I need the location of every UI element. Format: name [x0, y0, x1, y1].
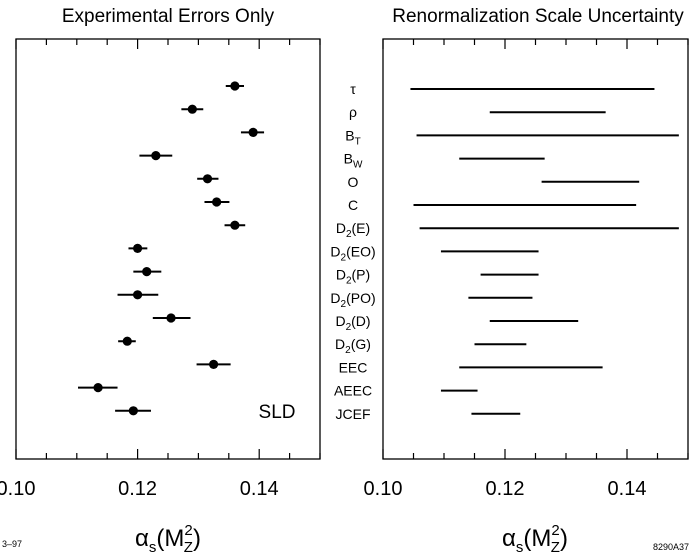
data-point — [133, 243, 143, 253]
right-plot — [410, 88, 679, 415]
right-x-tick-label: 0.14 — [608, 478, 647, 500]
data-point — [202, 174, 213, 184]
left-x-tick-labels: 0.10 0.12 0.14 — [0, 478, 279, 500]
data-point — [166, 313, 176, 323]
data-point — [209, 359, 219, 369]
observable-label: BW — [344, 151, 363, 171]
observable-label: EEC — [339, 359, 368, 375]
observable-label: O — [348, 174, 359, 190]
data-point — [248, 127, 258, 137]
observable-label: AEEC — [334, 383, 372, 399]
data-point — [142, 267, 152, 277]
data-point — [230, 220, 240, 230]
data-point — [230, 81, 240, 91]
observable-label: τ — [350, 81, 356, 97]
sld-label: SLD — [259, 402, 296, 423]
observable-label: D2(EO) — [330, 243, 375, 263]
data-point — [151, 151, 161, 161]
left-x-tick-label: 0.10 — [0, 478, 35, 500]
data-point — [212, 197, 222, 207]
observable-label: D2(E) — [336, 220, 370, 240]
right-x-tick-labels: 0.10 0.12 0.14 — [364, 478, 647, 500]
observable-labels: τρ BT BW OC D2(E) D2(EO) D2(P) D2(PO) D2(D) D2(G)… — [330, 81, 375, 422]
left-chart-title: Experimental Errors Only — [62, 6, 275, 27]
left-corner-label: 3–97 — [2, 539, 22, 549]
left-plot-frame — [15, 38, 321, 460]
data-point — [122, 336, 132, 346]
observable-label: C — [348, 197, 358, 213]
observable-label: JCEF — [336, 406, 371, 422]
left-x-axis-label: αs(M2 Z) — [135, 522, 201, 554]
observable-label: BT — [345, 127, 360, 147]
data-point — [93, 383, 103, 393]
right-x-axis-label: αs(M2 Z) — [502, 522, 568, 554]
observable-label: D2(G) — [335, 336, 371, 356]
observable-label: D2(P) — [336, 267, 370, 287]
data-point — [133, 290, 143, 300]
data-point — [128, 406, 138, 416]
right-x-tick-label: 0.12 — [486, 478, 525, 500]
right-x-tick-label: 0.10 — [364, 478, 403, 500]
right-plot-frame — [382, 38, 689, 460]
left-x-tick-label: 0.14 — [240, 478, 279, 500]
right-chart-title: Renormalization Scale Uncertainty — [392, 6, 684, 27]
left-plot — [78, 81, 265, 416]
right-corner-label: 8290A37 — [653, 542, 689, 552]
left-x-tick-label: 0.12 — [118, 478, 157, 500]
observable-label: D2(PO) — [330, 290, 375, 310]
observable-label: D2(D) — [335, 313, 370, 333]
observable-label: ρ — [349, 104, 357, 120]
data-point — [187, 104, 197, 114]
